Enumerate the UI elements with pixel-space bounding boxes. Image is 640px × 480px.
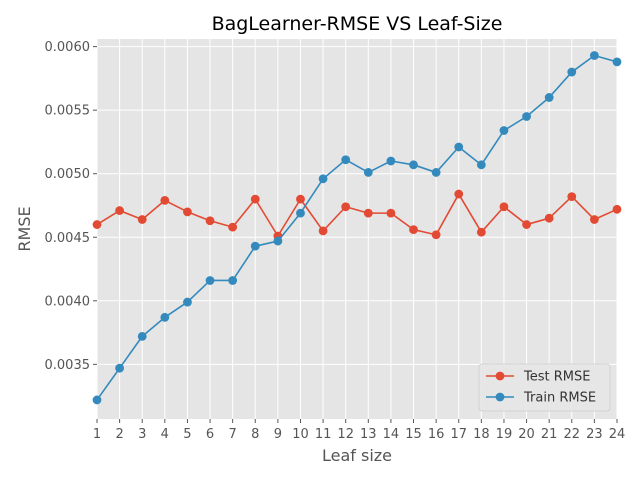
data-point-train-rmse — [228, 276, 238, 285]
data-point-train-rmse — [273, 236, 283, 246]
plot-area — [97, 39, 617, 419]
data-point-train-rmse — [612, 57, 622, 67]
x-tick-label: 7 — [229, 427, 237, 442]
data-point-train-rmse — [431, 168, 441, 177]
y-tick-label: 0.0060 — [45, 40, 91, 55]
legend-swatch-marker-train-rmse — [495, 392, 505, 402]
data-point-train-rmse — [589, 51, 599, 60]
x-tick-label: 21 — [541, 427, 558, 442]
data-point-train-rmse — [92, 395, 102, 405]
data-point-test-rmse — [341, 202, 351, 212]
data-point-train-rmse — [567, 67, 577, 77]
data-point-train-rmse — [454, 142, 464, 152]
data-point-train-rmse — [476, 160, 486, 170]
x-tick-label: 12 — [337, 427, 354, 442]
x-tick-label: 24 — [609, 427, 626, 442]
data-point-train-rmse — [183, 297, 192, 307]
data-point-test-rmse — [296, 194, 305, 204]
x-tick-label: 6 — [206, 427, 214, 442]
data-point-train-rmse — [363, 168, 373, 177]
x-tick-label: 5 — [183, 427, 191, 442]
y-axis-ticks: 0.0035 0.0040 0.0045 0.0050 0.0055 0.0060 — [45, 40, 97, 373]
data-point-test-rmse — [228, 222, 238, 232]
y-tick-label: 0.0055 — [45, 104, 91, 119]
x-tick-label: 18 — [473, 427, 490, 442]
data-point-test-rmse — [205, 216, 215, 226]
data-point-train-rmse — [386, 156, 396, 166]
data-point-train-rmse — [522, 112, 531, 121]
y-tick-label: 0.0035 — [45, 358, 91, 373]
x-tick-label: 1 — [93, 427, 101, 442]
data-point-test-rmse — [183, 207, 192, 217]
x-tick-label: 20 — [518, 427, 535, 442]
legend-label-train-rmse: Train RMSE — [523, 391, 596, 406]
data-point-train-rmse — [115, 363, 125, 373]
data-point-test-rmse — [567, 192, 577, 201]
y-tick-label: 0.0045 — [45, 231, 91, 246]
data-point-train-rmse — [318, 174, 328, 184]
x-tick-label: 17 — [450, 427, 467, 442]
data-point-train-rmse — [205, 276, 215, 285]
x-tick-label: 9 — [274, 427, 282, 442]
legend-label-test-rmse: Test RMSE — [523, 370, 590, 385]
data-point-test-rmse — [250, 194, 260, 204]
data-point-train-rmse — [499, 126, 509, 135]
data-point-test-rmse — [137, 215, 147, 224]
data-point-train-rmse — [296, 208, 305, 218]
data-point-train-rmse — [250, 241, 260, 251]
data-point-train-rmse — [137, 331, 147, 341]
data-point-train-rmse — [160, 312, 170, 322]
data-point-train-rmse — [341, 155, 351, 165]
data-point-test-rmse — [363, 208, 373, 218]
series-test-rmse — [92, 189, 622, 241]
data-point-train-rmse — [544, 93, 554, 102]
legend: Test RMSE Train RMSE — [478, 363, 611, 412]
x-tick-label: 19 — [496, 427, 513, 442]
x-tick-label: 13 — [360, 427, 377, 442]
x-tick-label: 2 — [115, 427, 123, 442]
y-tick-label: 0.0040 — [45, 294, 91, 309]
x-tick-label: 16 — [428, 427, 445, 442]
y-axis-label: RMSE — [15, 206, 34, 251]
data-point-test-rmse — [476, 227, 486, 237]
data-point-test-rmse — [499, 202, 509, 212]
data-point-test-rmse — [589, 215, 599, 224]
data-point-test-rmse — [544, 213, 554, 223]
x-tick-label: 11 — [315, 427, 332, 442]
data-point-test-rmse — [160, 196, 170, 205]
x-tick-label: 8 — [251, 427, 259, 442]
data-point-train-rmse — [409, 160, 418, 170]
series-line-train-rmse — [96, 54, 618, 401]
legend-swatch-marker-test-rmse — [495, 371, 505, 381]
data-point-test-rmse — [431, 230, 441, 240]
x-tick-label: 4 — [161, 427, 169, 442]
chart-title: BagLearner-RMSE VS Leaf-Size — [212, 13, 503, 35]
data-series — [92, 51, 622, 405]
data-point-test-rmse — [409, 225, 418, 235]
series-train-rmse — [92, 51, 622, 405]
x-tick-label: 23 — [586, 427, 603, 442]
data-point-test-rmse — [454, 189, 464, 199]
y-tick-label: 0.0050 — [45, 167, 91, 182]
x-tick-label: 3 — [138, 427, 146, 442]
x-tick-label: 22 — [564, 427, 581, 442]
x-axis-ticks: 1 2 3 4 5 6 7 8 9 10 11 12 13 14 15 16 17 18 19 20 21 22 23 24 — [93, 419, 625, 442]
x-axis-label: Leaf size — [322, 446, 392, 465]
x-tick-label: 15 — [405, 427, 422, 442]
x-tick-label: 10 — [292, 427, 309, 442]
data-point-test-rmse — [612, 204, 622, 214]
data-point-test-rmse — [318, 226, 328, 236]
data-point-test-rmse — [92, 220, 102, 229]
data-point-test-rmse — [115, 206, 125, 215]
x-tick-label: 14 — [383, 427, 400, 442]
data-point-test-rmse — [386, 208, 396, 218]
data-point-test-rmse — [522, 220, 531, 229]
